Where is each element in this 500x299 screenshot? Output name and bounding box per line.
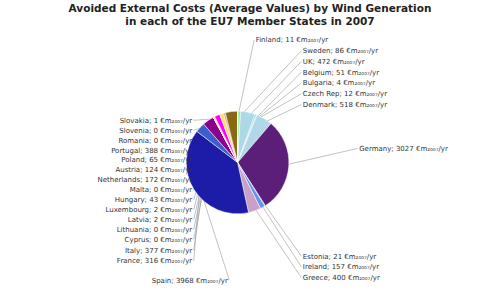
data-label: Luxembourg; 2 €m₂₀₀₇/yr: [105, 206, 192, 214]
title: Avoided External Costs (Average Values) …: [69, 2, 432, 27]
chart-container: Avoided External Costs (Average Values) …: [0, 0, 500, 299]
data-label: Spain; 3968 €m₂₀₀₇/yr: [152, 277, 228, 285]
title-line: in each of the EU7 Member States in 2007: [125, 15, 374, 27]
leader-line: [283, 148, 358, 165]
leader-line: [254, 83, 301, 121]
leader-line: [239, 51, 301, 118]
labels: Finland; 11 €m₂₀₀₇/yr Sweden; 86 €m₂₀₀₇/y…: [97, 36, 447, 284]
data-label: Estonia; 21 €m₂₀₀₇/yr: [303, 253, 376, 261]
data-label: Czech Rep; 12 €m₂₀₀₇/yr: [303, 90, 387, 98]
data-label: Denmark; 518 €m₂₀₀₇/yr: [303, 101, 387, 109]
leader-line: [255, 94, 302, 121]
data-label: Poland; 65 €m₂₀₀₇/yr: [121, 156, 192, 164]
data-label: Portugal; 388 €m₂₀₀₇/yr: [111, 147, 192, 155]
data-label: Lithuania; 0 €m₂₀₀₇/yr: [117, 226, 193, 234]
data-label: Slovakia; 1 €m₂₀₀₇/yr: [120, 117, 193, 125]
data-label: Austria; 124 €m₂₀₀₇/yr: [115, 166, 192, 174]
chart-svg: Avoided External Costs (Average Values) …: [0, 0, 500, 299]
slice: [237, 111, 238, 162]
leader-line: [253, 205, 302, 277]
leader-line: [254, 72, 302, 120]
data-label: Bulgaria; 4 €m₂₀₀₇/yr: [303, 79, 375, 87]
data-label: Netherlands; 172 €m₂₀₀₇/yr: [97, 176, 192, 184]
data-label: Slovenia; 0 €m₂₀₀₇/yr: [119, 127, 192, 135]
slices: [186, 111, 289, 214]
title-line: Avoided External Costs (Average Values) …: [69, 2, 432, 14]
data-label: Ireland; 157 €m₂₀₀₇/yr: [303, 263, 379, 271]
data-label: Finland; 11 €m₂₀₀₇/yr: [256, 36, 329, 44]
leader-line: [260, 202, 302, 267]
slice: [237, 111, 238, 162]
data-label: Romania; 0 €m₂₀₀₇/yr: [118, 137, 192, 145]
data-label: Latvia; 2 €m₂₀₀₇/yr: [128, 216, 193, 224]
data-label: Belgium; 51 €m₂₀₀₇/yr: [303, 69, 379, 77]
data-label: Italy; 377 €m₂₀₀₇/yr: [125, 247, 192, 255]
slice: [225, 111, 237, 162]
data-label: Sweden; 86 €m₂₀₀₇/yr: [303, 47, 378, 55]
data-label: UK; 472 €m₂₀₀₇/yr: [303, 58, 365, 66]
slice: [237, 111, 238, 162]
data-label: Cyprus; 0 €m₂₀₀₇/yr: [125, 236, 193, 244]
data-label: France; 316 €m₂₀₀₇/yr: [117, 257, 192, 265]
data-label: Germany; 3027 €m₂₀₀₇/yr: [359, 145, 448, 153]
leader-line: [238, 40, 254, 117]
data-label: Malta; 0 €m₂₀₀₇/yr: [130, 186, 193, 194]
data-label: Hungary; 43 €m₂₀₀₇/yr: [115, 196, 193, 204]
data-label: Greece; 400 €m₂₀₀₇/yr: [303, 274, 380, 282]
